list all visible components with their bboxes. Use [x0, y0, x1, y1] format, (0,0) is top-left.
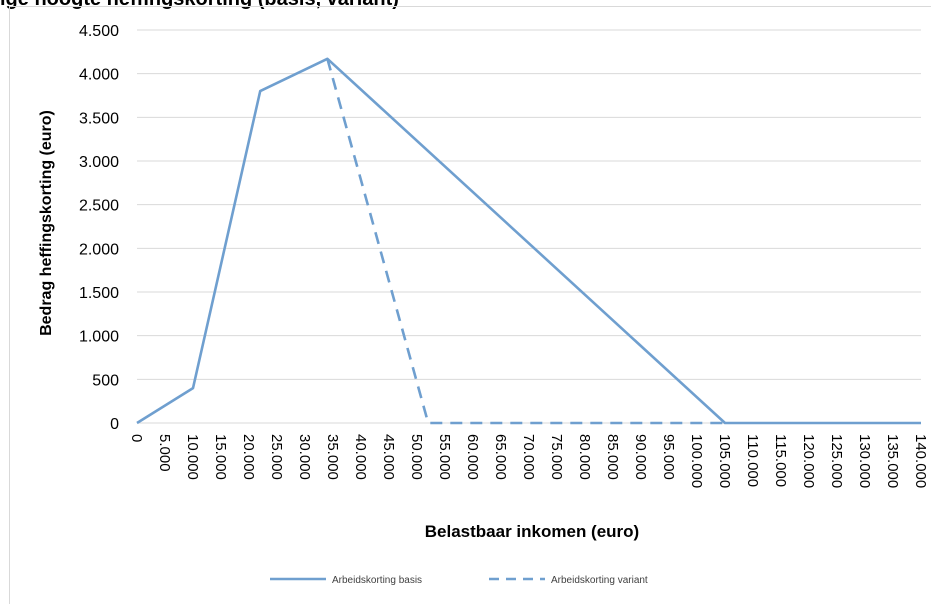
x-tick-label: 135.000: [884, 434, 901, 488]
series-line: [326, 58, 725, 425]
x-tick-label: 35.000: [324, 434, 341, 480]
x-tick-label: 0: [128, 434, 145, 442]
x-tick-label: 10.000: [184, 434, 201, 480]
x-tick-label: 140.000: [912, 434, 929, 488]
y-axis-label: Bedrag heffingskorting (euro): [38, 110, 55, 336]
legend: Arbeidskorting basis Arbeidskorting varia…: [270, 575, 648, 586]
x-tick-label: 120.000: [800, 434, 817, 488]
legend-entry: Arbeidskorting variant: [551, 575, 648, 586]
x-tick-label: 110.000: [744, 434, 761, 487]
y-tick-labels: 0 500 1.000 1.500 2.000 2.500 3.000 3.500 4.000 4…: [79, 23, 119, 433]
x-tick-label: 15.000: [212, 434, 229, 480]
gridlines: [137, 29, 921, 424]
x-tick-label: 20.000: [240, 434, 257, 480]
x-tick-label: 5.000: [156, 434, 173, 472]
x-tick-label: 115.000: [772, 434, 789, 487]
series-line: [136, 57, 921, 425]
y-tick-label: 500: [92, 372, 119, 389]
x-tick-label: 55.000: [436, 434, 453, 480]
y-tick-label: 2.000: [79, 241, 119, 258]
y-tick-label: 4.000: [79, 67, 119, 84]
x-tick-label: 25.000: [268, 434, 285, 480]
x-tick-label: 130.000: [856, 434, 873, 488]
x-tick-label: 75.000: [548, 434, 565, 480]
x-tick-label: 70.000: [520, 434, 537, 480]
x-tick-label: 30.000: [296, 434, 313, 480]
x-tick-label: 100.000: [688, 434, 705, 488]
x-tick-label: 95.000: [660, 434, 677, 480]
x-tick-label: 45.000: [380, 434, 397, 480]
x-tick-label: 80.000: [576, 434, 593, 480]
x-tick-label: 40.000: [352, 434, 369, 480]
y-tick-label: 1.000: [79, 329, 119, 346]
chart-heading-fragment: ige hoogte heffingskorting (basis, varia…: [0, 0, 399, 10]
x-tick-label: 85.000: [604, 434, 621, 480]
y-tick-label: 4.500: [79, 23, 119, 40]
y-tick-label: 3.500: [79, 110, 119, 127]
x-tick-label: 125.000: [828, 434, 845, 488]
series-lines: [136, 57, 921, 425]
x-tick-labels: 0 5.000 10.000 15.000 20.000 25.000 30.000 35.0…: [128, 434, 929, 488]
y-tick-label: 1.500: [79, 285, 119, 302]
y-tick-label: 2.500: [79, 198, 119, 215]
x-tick-label: 65.000: [492, 434, 509, 480]
x-tick-label: 90.000: [632, 434, 649, 480]
x-axis-label: Belastbaar inkomen (euro): [425, 522, 639, 541]
x-tick-label: 60.000: [464, 434, 481, 480]
x-tick-label: 50.000: [408, 434, 425, 480]
legend-entry: Arbeidskorting basis: [332, 575, 422, 586]
x-tick-label: 105.000: [716, 434, 733, 488]
title-strip: ige hoogte heffingskorting (basis, varia…: [0, 0, 933, 10]
y-tick-label: 0: [110, 416, 119, 433]
chart-frame: [9, 6, 931, 604]
y-tick-label: 3.000: [79, 154, 119, 171]
